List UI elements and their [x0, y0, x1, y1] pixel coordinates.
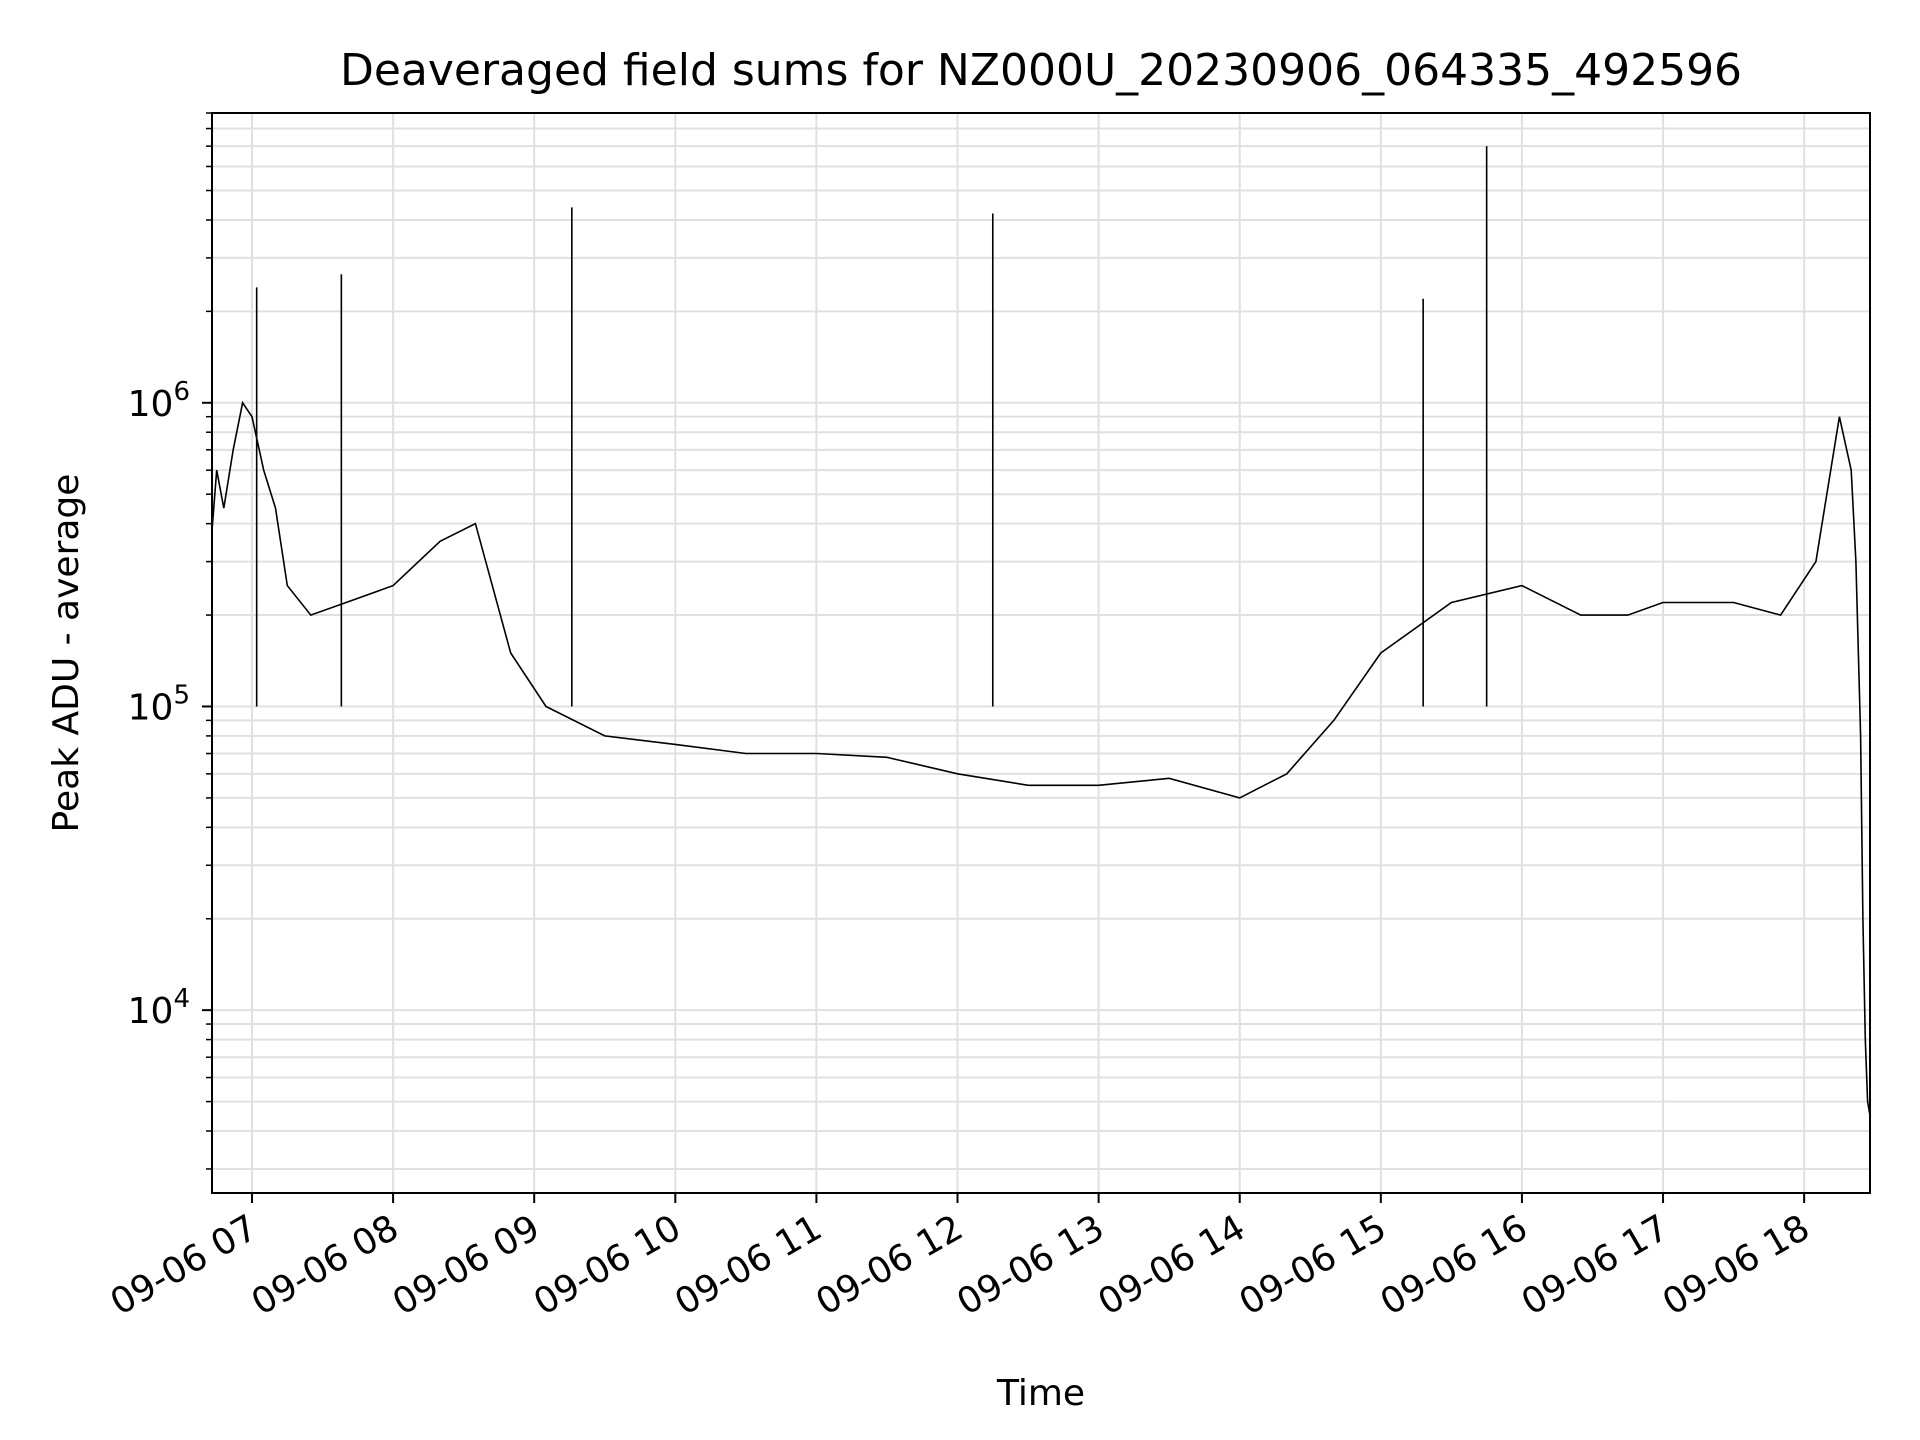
series-group — [211, 146, 1871, 1116]
y-axis-label: Peak ADU - average — [46, 474, 87, 833]
grid — [212, 112, 1870, 1193]
plot-frame — [211, 112, 1871, 1194]
x-axis-label: Time — [996, 1373, 1085, 1414]
y-tick-base: 10 — [128, 687, 174, 728]
y-tick-exponent: 5 — [173, 680, 190, 710]
chart-title: Deaveraged field sums for NZ000U_2023090… — [340, 45, 1742, 96]
y-tick-label: 104 — [128, 984, 190, 1032]
y-tick-label: 105 — [128, 680, 190, 728]
y-tick-exponent: 4 — [173, 984, 190, 1014]
y-tick-label: 106 — [128, 377, 190, 425]
y-tick-exponent: 6 — [173, 377, 190, 407]
y-tick-base: 10 — [128, 384, 174, 425]
y-tick-base: 10 — [128, 991, 174, 1032]
series-line — [211, 400, 1871, 1116]
